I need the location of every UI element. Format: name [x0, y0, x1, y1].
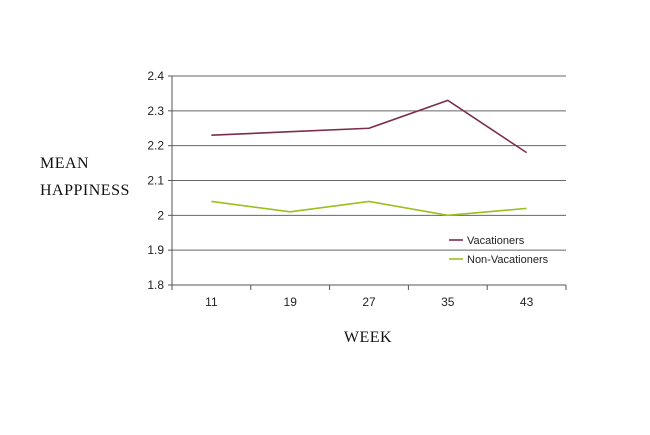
y-axis-title-line-1: MEAN [40, 155, 89, 172]
legend-label: Vacationers [467, 235, 525, 247]
y-tick-label: 2.2 [147, 139, 164, 153]
legend: Vacationers Non-Vacationers [449, 235, 549, 266]
x-axis-title: WEEK [344, 329, 392, 346]
x-tick-label: 19 [284, 295, 298, 309]
y-tick-labels: 1.8 1.9 2 2.1 2.2 2.3 2.4 [147, 69, 164, 292]
x-tick-label: 35 [441, 295, 455, 309]
y-tick-label: 2.4 [147, 69, 164, 83]
y-tick-label: 2.3 [147, 104, 164, 118]
y-tick-label: 2.1 [147, 174, 164, 188]
x-tick-label: 43 [520, 295, 534, 309]
y-tick-label: 1.8 [147, 278, 164, 292]
y-axis-title-line-2: HAPPINESS [40, 182, 130, 199]
x-tick-label: 27 [362, 295, 376, 309]
series-line-non-vacationers [211, 200, 527, 217]
series-lines [211, 99, 528, 217]
legend-label: Non-Vacationers [467, 254, 549, 266]
y-tick-label: 1.9 [147, 243, 164, 257]
axes [171, 76, 566, 286]
y-tick-label: 2 [157, 208, 164, 222]
series-line-vacationers [211, 99, 528, 154]
x-tick-labels: 11 19 27 35 43 [205, 295, 533, 309]
gridlines [168, 75, 567, 290]
x-tick-label: 11 [205, 295, 218, 309]
